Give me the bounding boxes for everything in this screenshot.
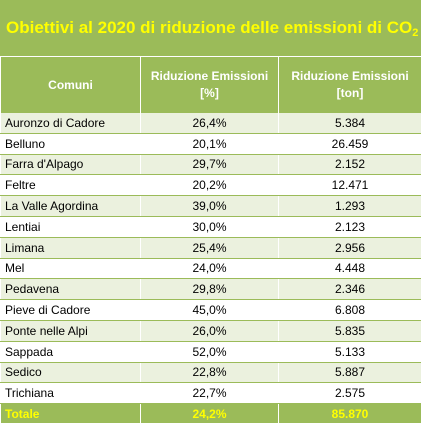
cell-comune: Ponte nelle Alpi (1, 320, 141, 341)
cell-comune: Mel (1, 258, 141, 279)
cell-ton: 2.152 (279, 154, 421, 175)
cell-comune: Trichiana (1, 383, 141, 404)
cell-ton: 5.887 (279, 362, 421, 383)
emissions-table: Comuni Riduzione Emissioni [%] Riduzione … (0, 56, 421, 423)
cell-pct: 24,0% (141, 258, 279, 279)
cell-pct: 29,8% (141, 279, 279, 300)
cell-pct: 39,0% (141, 196, 279, 217)
cell-ton: 5.384 (279, 113, 421, 133)
cell-comune: Pieve di Cadore (1, 300, 141, 321)
cell-comune: Pedavena (1, 279, 141, 300)
cell-ton: 4.448 (279, 258, 421, 279)
cell-pct: 20,2% (141, 175, 279, 196)
cell-comune: Sappada (1, 341, 141, 362)
cell-pct: 52,0% (141, 341, 279, 362)
cell-comune: Auronzo di Cadore (1, 113, 141, 133)
cell-pct: 29,7% (141, 154, 279, 175)
cell-comune: Limana (1, 237, 141, 258)
cell-comune: La Valle Agordina (1, 196, 141, 217)
header-riduzione-ton-line2: [ton] (337, 86, 364, 100)
total-row: Totale 24,2% 85.870 (1, 404, 421, 423)
total-ton: 85.870 (279, 404, 421, 423)
header-comuni: Comuni (1, 57, 141, 114)
cell-pct: 45,0% (141, 300, 279, 321)
cell-pct: 22,7% (141, 383, 279, 404)
cell-ton: 26.459 (279, 133, 421, 154)
cell-ton: 6.808 (279, 300, 421, 321)
header-riduzione-pct-line2: [%] (200, 86, 219, 100)
cell-comune: Sedico (1, 362, 141, 383)
header-row: Comuni Riduzione Emissioni [%] Riduzione … (1, 57, 421, 114)
cell-ton: 2.346 (279, 279, 421, 300)
cell-comune: Feltre (1, 175, 141, 196)
cell-pct: 25,4% (141, 237, 279, 258)
cell-ton: 1.293 (279, 196, 421, 217)
cell-ton: 12.471 (279, 175, 421, 196)
cell-pct: 26,4% (141, 113, 279, 133)
cell-ton: 5.133 (279, 341, 421, 362)
title-subscript: 2 (412, 27, 418, 39)
cell-pct: 22,8% (141, 362, 279, 383)
header-comuni-label: Comuni (48, 78, 93, 92)
table-title: Obiettivi al 2020 di riduzione delle emi… (0, 0, 421, 56)
cell-comune: Farra d'Alpago (1, 154, 141, 175)
cell-ton: 2.956 (279, 237, 421, 258)
cell-ton: 2.575 (279, 383, 421, 404)
header-riduzione-pct-line1: Riduzione Emissioni (151, 69, 268, 83)
cell-ton: 2.123 (279, 216, 421, 237)
title-text: Obiettivi al 2020 di riduzione delle emi… (6, 18, 412, 37)
cell-pct: 26,0% (141, 320, 279, 341)
header-riduzione-pct: Riduzione Emissioni [%] (141, 57, 279, 114)
total-label: Totale (1, 404, 141, 423)
total-pct: 24,2% (141, 404, 279, 423)
header-riduzione-ton: Riduzione Emissioni [ton] (279, 57, 421, 114)
cell-pct: 30,0% (141, 216, 279, 237)
cell-comune: Lentiai (1, 216, 141, 237)
header-riduzione-ton-line1: Riduzione Emissioni (291, 69, 408, 83)
cell-ton: 5.835 (279, 320, 421, 341)
cell-comune: Belluno (1, 133, 141, 154)
cell-pct: 20,1% (141, 133, 279, 154)
